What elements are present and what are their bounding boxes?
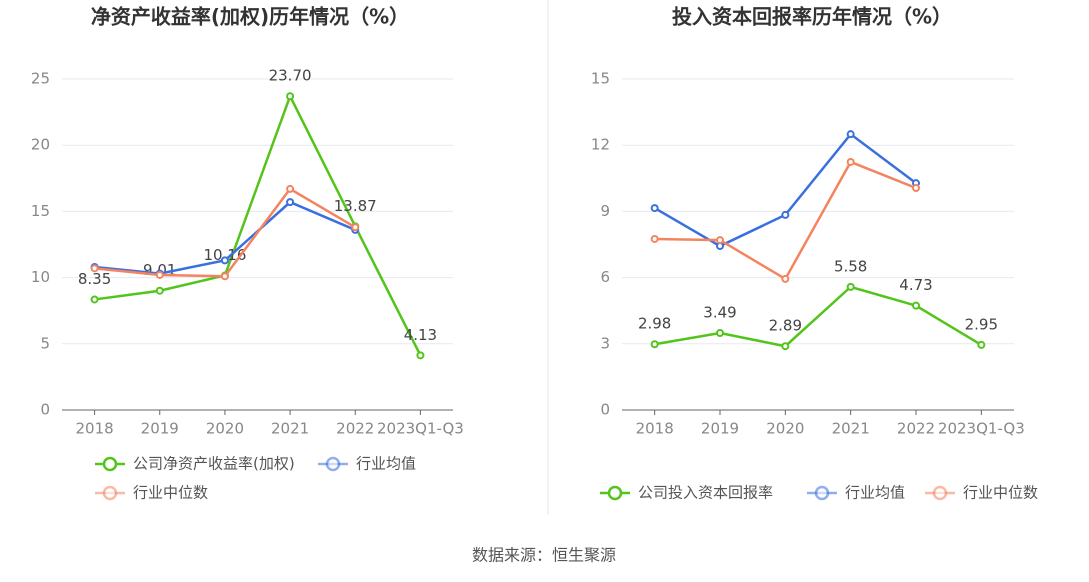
y-tick-label: 9 — [600, 202, 610, 220]
x-tick-label: 2020 — [766, 420, 804, 438]
y-tick-label: 0 — [600, 401, 610, 419]
data-label: 4.13 — [404, 326, 437, 344]
x-tick-label: 2018 — [636, 420, 674, 438]
data-point — [220, 272, 229, 281]
x-tick-label: 2022 — [897, 420, 935, 438]
data-point — [155, 270, 164, 279]
y-tick-label: 0 — [40, 401, 50, 419]
data-point — [650, 204, 659, 213]
data-point — [912, 184, 920, 193]
data-label: 8.35 — [78, 270, 111, 288]
y-tick-label: 5 — [40, 334, 50, 352]
y-tick-label: 15 — [31, 202, 50, 220]
series-line — [654, 132, 917, 248]
legend-label: 行业中位数 — [963, 484, 1038, 502]
legend-label: 行业中位数 — [133, 484, 208, 502]
legend-marker — [325, 456, 341, 472]
y-tick-label: 20 — [31, 136, 50, 154]
data-point — [846, 282, 855, 291]
data-point — [155, 286, 164, 295]
chart-title: 投入资本回报率历年情况（%） — [672, 5, 952, 29]
x-tick-label: 2021 — [271, 420, 309, 438]
data-label: 3.49 — [703, 303, 736, 321]
data-point — [846, 130, 855, 139]
x-tick-label: 2018 — [75, 420, 113, 438]
legend-label: 行业均值 — [356, 455, 416, 473]
data-label: 2.98 — [638, 315, 671, 333]
data-point — [716, 328, 724, 337]
data-point — [286, 198, 295, 207]
x-tick-label: 2023Q1-Q3 — [938, 420, 1025, 438]
data-label: 13.87 — [334, 197, 377, 215]
x-tick-label: 2023Q1-Q3 — [377, 420, 464, 438]
data-point — [781, 210, 790, 219]
data-point — [716, 236, 724, 245]
data-point — [90, 264, 99, 273]
series-line — [654, 285, 982, 348]
x-tick-label: 2019 — [141, 420, 179, 438]
y-tick-label: 12 — [591, 136, 610, 154]
data-point — [286, 184, 295, 193]
y-tick-label: 3 — [600, 334, 610, 352]
data-label: 2.89 — [769, 317, 802, 335]
data-point — [781, 342, 790, 351]
y-tick-label: 6 — [600, 268, 610, 286]
chart-title: 净资产收益率(加权)历年情况（%） — [91, 5, 409, 29]
data-point — [912, 301, 920, 310]
legend-marker — [102, 456, 118, 472]
source: 数据来源：恒生聚源 — [472, 546, 616, 565]
data-label: 23.70 — [269, 67, 312, 85]
data-point — [90, 295, 99, 304]
data-label: 5.58 — [834, 257, 867, 275]
y-tick-label: 10 — [31, 268, 50, 286]
x-tick-label: 2019 — [701, 420, 739, 438]
data-point — [977, 340, 986, 349]
data-point — [416, 351, 425, 360]
legend-marker — [932, 485, 948, 501]
legend-label: 公司净资产收益率(加权) — [133, 455, 295, 473]
data-point — [650, 234, 659, 243]
data-label: 4.73 — [899, 276, 932, 294]
series-line — [94, 93, 422, 356]
data-point — [220, 256, 229, 265]
x-tick-label: 2022 — [336, 420, 374, 438]
data-point — [846, 157, 855, 166]
y-tick-label: 15 — [591, 70, 610, 88]
data-point — [351, 223, 360, 232]
series-line — [654, 160, 917, 281]
legend-marker — [814, 485, 830, 501]
data-point — [286, 92, 295, 101]
data-point — [650, 340, 659, 349]
x-tick-label: 2021 — [832, 420, 870, 438]
legend-label: 公司投入资本回报率 — [638, 484, 773, 502]
data-label: 2.95 — [965, 315, 998, 333]
data-point — [781, 274, 790, 283]
legend-marker — [102, 485, 118, 501]
y-tick-label: 25 — [31, 70, 50, 88]
legend-label: 行业均值 — [845, 484, 905, 502]
x-tick-label: 2020 — [206, 420, 244, 438]
legend-marker — [607, 485, 623, 501]
